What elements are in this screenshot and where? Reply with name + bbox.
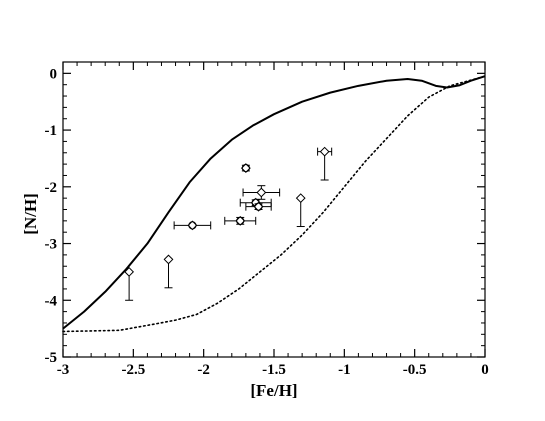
x-tick-label: -2.5	[121, 362, 145, 378]
diamond-marker	[319, 146, 330, 157]
model-curves	[62, 75, 486, 333]
y-axis-title: [N/H]	[21, 193, 40, 235]
y-tick-label: -2	[45, 180, 58, 196]
diamond-marker	[124, 266, 135, 277]
data-point	[245, 201, 272, 212]
circle-marker	[236, 216, 245, 225]
data-point	[295, 193, 306, 228]
diamond-marker	[187, 220, 198, 231]
y-tick-label: -1	[45, 123, 58, 139]
data-point	[242, 185, 281, 200]
diamond-marker	[256, 187, 267, 198]
circle-marker	[254, 202, 263, 211]
circle-marker	[241, 163, 250, 173]
x-tick-label: 0	[481, 362, 489, 378]
data-point	[224, 215, 257, 226]
data-point	[124, 266, 135, 301]
data-point	[173, 220, 212, 231]
dotted-model-curve	[62, 75, 486, 333]
y-tick-label: -5	[45, 350, 58, 366]
diamond-marker	[240, 163, 251, 173]
x-tick-label: -2	[197, 362, 210, 378]
x-tick-label: -1	[338, 362, 351, 378]
data-point	[240, 163, 251, 173]
y-tick-label: 0	[50, 66, 58, 82]
y-tick-label: -4	[45, 293, 58, 309]
diamond-marker	[295, 193, 306, 204]
diamond-marker	[163, 254, 174, 265]
solid-model-curve	[62, 75, 486, 330]
x-tick-label: -0.5	[403, 362, 427, 378]
circle-marker	[188, 221, 197, 230]
plot-frame	[62, 61, 486, 358]
data-point	[317, 146, 333, 181]
data-point	[163, 254, 174, 289]
diamond-marker	[253, 201, 264, 212]
x-tick-label: -3	[57, 362, 70, 378]
data-points	[124, 146, 333, 301]
x-axis-title: [Fe/H]	[250, 381, 297, 400]
diamond-marker	[235, 215, 246, 226]
x-tick-label: -1.5	[262, 362, 286, 378]
axes: -3 -2.5 -2 -1.5 -1 -0.5 0 0 -1 -2 -3 -4 -5	[45, 61, 489, 378]
y-tick-label: -3	[45, 237, 58, 253]
